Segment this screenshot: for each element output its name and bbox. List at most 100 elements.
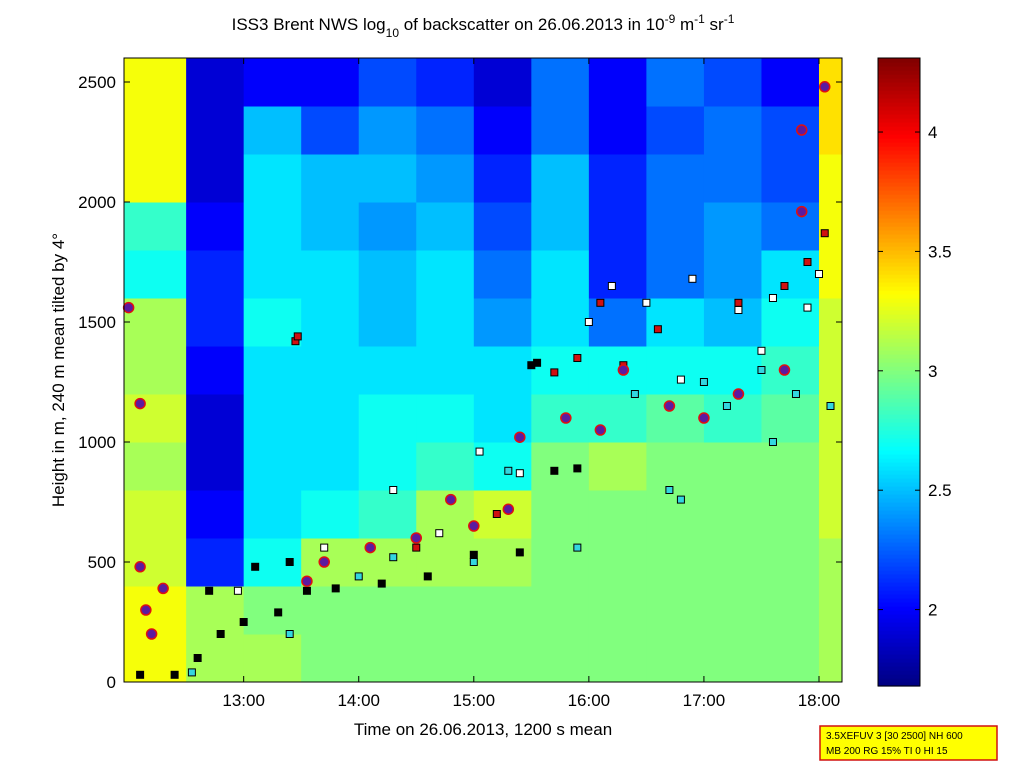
marker-square [274, 608, 283, 617]
heat-cell [531, 346, 590, 395]
colorbar-band [878, 346, 920, 351]
colorbar-band [878, 190, 920, 195]
heat-cell [646, 346, 705, 395]
heat-cell [646, 250, 705, 299]
heat-cell [588, 394, 647, 443]
heat-cell [646, 154, 705, 203]
heat-cell [818, 154, 843, 203]
colorbar-band [878, 586, 920, 591]
colorbar-band [878, 270, 920, 275]
heat-cell [301, 58, 360, 107]
colorbar-band [878, 214, 920, 219]
x-tick-label: 15:00 [453, 691, 496, 710]
colorbar-band [878, 430, 920, 435]
colorbar-band [878, 574, 920, 579]
heat-cell [531, 490, 590, 539]
heat-cell [473, 634, 532, 683]
colorbar-band [878, 614, 920, 619]
heat-cell [301, 202, 360, 251]
colorbar-tick-label: 4 [928, 123, 937, 142]
heat-cell [531, 586, 590, 635]
marker-square [354, 572, 363, 581]
marker-square [320, 543, 329, 552]
heat-cell [416, 154, 475, 203]
colorbar-band [878, 390, 920, 395]
x-axis-label: Time on 26.06.2013, 1200 s mean [354, 720, 612, 739]
marker-dot [663, 400, 676, 412]
marker-dot [560, 412, 572, 424]
heat-cell [646, 394, 705, 443]
heat-cell [358, 634, 417, 683]
colorbar-band [878, 218, 920, 223]
heat-cell [703, 490, 762, 539]
marker-square [768, 438, 777, 446]
plot-frame [123, 57, 843, 683]
heat-cell [186, 442, 245, 491]
heat-cell [588, 250, 647, 299]
marker-square [803, 303, 812, 312]
colorbar-band [878, 578, 920, 583]
heat-cell [301, 298, 360, 347]
marker-dot [134, 561, 146, 573]
marker-square [814, 270, 823, 278]
colorbar-band [878, 62, 920, 67]
colorbar-band [878, 158, 920, 163]
marker-square [596, 298, 605, 307]
title-part: -1 [694, 12, 705, 26]
marker-square [803, 258, 812, 266]
colorbar-band [878, 266, 920, 271]
marker-square [205, 586, 214, 595]
heat-cell [124, 202, 187, 251]
heat-cell [243, 58, 302, 107]
colorbar-band [878, 342, 920, 347]
colorbar-band [878, 338, 920, 343]
heat-cell [761, 58, 820, 107]
heat-cell [243, 202, 302, 251]
marker-square [757, 366, 766, 374]
marker-square [251, 562, 260, 571]
heat-cell [301, 394, 360, 443]
heat-cell [186, 538, 245, 587]
colorbar-band [878, 146, 920, 151]
colorbar-band [878, 610, 920, 615]
heat-cell [301, 250, 360, 299]
heat-cell [818, 538, 843, 587]
heat-cell [588, 490, 647, 539]
heat-cell [761, 346, 820, 395]
heat-cell [646, 106, 705, 155]
colorbar-band [878, 66, 920, 71]
marker-square [469, 558, 478, 566]
heat-cell [416, 634, 475, 683]
colorbar-band [878, 138, 920, 143]
colorbar-band [878, 114, 920, 119]
heat-cell [473, 106, 532, 155]
heat-cell [124, 442, 187, 491]
colorbar-band [878, 58, 920, 63]
colorbar-band [878, 118, 920, 123]
colorbar-band [878, 178, 920, 183]
heat-cell [703, 346, 762, 395]
heat-cell [473, 250, 532, 299]
colorbar-band [878, 518, 920, 523]
y-tick-label: 2500 [78, 73, 116, 92]
colorbar-band [878, 154, 920, 159]
marker-square [293, 332, 302, 341]
heat-cell [761, 106, 820, 155]
heat-cell [588, 634, 647, 683]
heat-cell [124, 586, 187, 635]
colorbar-band [878, 290, 920, 295]
colorbar-band [878, 506, 920, 511]
marker-dot [818, 81, 831, 93]
heat-cell [358, 298, 417, 347]
marker-square [688, 274, 697, 283]
colorbar-band [878, 90, 920, 95]
colorbar-band [878, 658, 920, 663]
heat-cell [243, 586, 302, 635]
heat-cell [646, 442, 705, 491]
colorbar-band [878, 70, 920, 75]
heat-cell [818, 490, 843, 539]
heat-cell [301, 154, 360, 203]
colorbar-band [878, 166, 920, 171]
heatmap [124, 58, 843, 683]
heat-cell [124, 250, 187, 299]
